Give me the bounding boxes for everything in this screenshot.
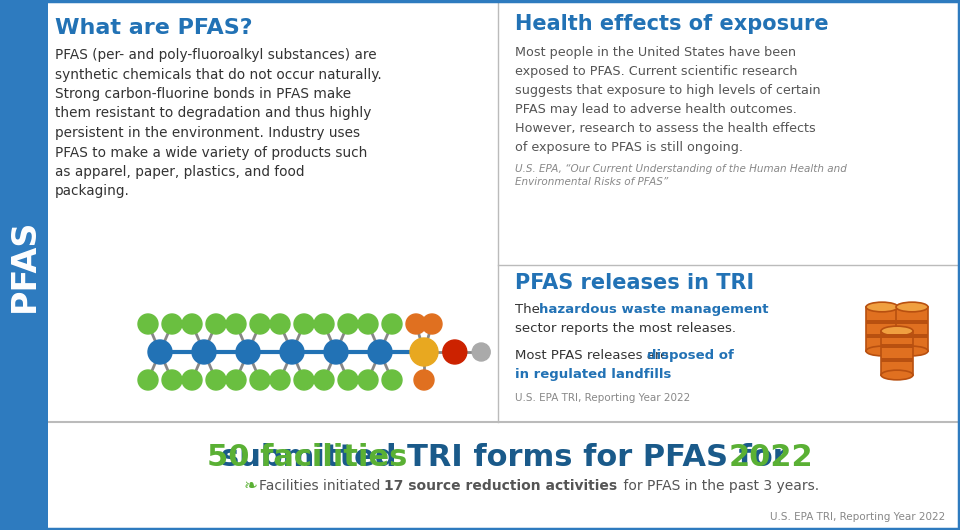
- Text: them resistant to degradation and thus highly: them resistant to degradation and thus h…: [55, 107, 372, 120]
- Circle shape: [338, 314, 358, 334]
- Circle shape: [294, 314, 314, 334]
- Circle shape: [414, 370, 434, 390]
- Circle shape: [182, 370, 202, 390]
- Circle shape: [358, 370, 378, 390]
- Circle shape: [270, 370, 290, 390]
- Circle shape: [422, 314, 442, 334]
- Bar: [896, 307, 928, 351]
- Circle shape: [138, 370, 158, 390]
- Circle shape: [294, 370, 314, 390]
- Text: packaging.: packaging.: [55, 184, 130, 199]
- Ellipse shape: [866, 346, 898, 356]
- Circle shape: [314, 370, 334, 390]
- Ellipse shape: [866, 302, 898, 312]
- Text: .: .: [637, 368, 641, 381]
- Bar: [881, 344, 913, 348]
- Text: for PFAS in the past 3 years.: for PFAS in the past 3 years.: [619, 479, 819, 493]
- Text: U.S. EPA, “Our Current Understanding of the Human Health and: U.S. EPA, “Our Current Understanding of …: [515, 164, 847, 174]
- Text: PFAS: PFAS: [8, 218, 40, 312]
- Text: in regulated landfills: in regulated landfills: [515, 368, 671, 381]
- Circle shape: [406, 314, 426, 334]
- Text: U.S. EPA TRI, Reporting Year 2022: U.S. EPA TRI, Reporting Year 2022: [515, 393, 690, 403]
- Text: Facilities initiated: Facilities initiated: [259, 479, 385, 493]
- Circle shape: [162, 370, 182, 390]
- Circle shape: [324, 340, 348, 364]
- Text: 17 source reduction activities: 17 source reduction activities: [384, 479, 617, 493]
- Bar: [866, 333, 898, 338]
- Bar: [881, 331, 913, 375]
- Circle shape: [250, 314, 270, 334]
- Bar: [896, 333, 928, 338]
- Text: Environmental Risks of PFAS”: Environmental Risks of PFAS”: [515, 177, 668, 187]
- Circle shape: [382, 370, 402, 390]
- Circle shape: [206, 314, 226, 334]
- Bar: [866, 307, 898, 351]
- Text: Health effects of exposure: Health effects of exposure: [515, 14, 828, 34]
- Text: PFAS releases in TRI: PFAS releases in TRI: [515, 273, 755, 293]
- Text: Most people in the United States have been: Most people in the United States have be…: [515, 46, 796, 59]
- Circle shape: [182, 314, 202, 334]
- Text: PFAS may lead to adverse health outcomes.: PFAS may lead to adverse health outcomes…: [515, 103, 797, 116]
- Text: disposed of: disposed of: [647, 349, 733, 362]
- Circle shape: [368, 340, 392, 364]
- Text: PFAS to make a wide variety of products such: PFAS to make a wide variety of products …: [55, 146, 368, 160]
- Circle shape: [410, 338, 438, 366]
- Circle shape: [280, 340, 304, 364]
- Text: However, research to assess the health effects: However, research to assess the health e…: [515, 122, 816, 135]
- Circle shape: [382, 314, 402, 334]
- Circle shape: [206, 370, 226, 390]
- Circle shape: [314, 314, 334, 334]
- Circle shape: [138, 314, 158, 334]
- Text: 50 facilities: 50 facilities: [207, 443, 407, 472]
- Text: sector reports the most releases.: sector reports the most releases.: [515, 322, 736, 335]
- Bar: [881, 358, 913, 361]
- Text: What are PFAS?: What are PFAS?: [55, 18, 252, 38]
- Text: exposed to PFAS. Current scientific research: exposed to PFAS. Current scientific rese…: [515, 65, 798, 78]
- Text: PFAS (per- and poly-fluoroalkyl substances) are: PFAS (per- and poly-fluoroalkyl substanc…: [55, 48, 376, 62]
- Ellipse shape: [896, 346, 928, 356]
- Circle shape: [472, 343, 491, 361]
- Text: persistent in the environment. Industry uses: persistent in the environment. Industry …: [55, 126, 360, 140]
- Circle shape: [443, 340, 467, 364]
- Bar: [896, 321, 928, 324]
- Circle shape: [338, 370, 358, 390]
- Text: Strong carbon-fluorine bonds in PFAS make: Strong carbon-fluorine bonds in PFAS mak…: [55, 87, 351, 101]
- Bar: [0, 0, 48, 530]
- Circle shape: [148, 340, 172, 364]
- Text: Most PFAS releases are: Most PFAS releases are: [515, 349, 673, 362]
- Text: ❧: ❧: [244, 477, 258, 495]
- Ellipse shape: [896, 302, 928, 312]
- Text: submitted TRI forms for PFAS for: submitted TRI forms for PFAS for: [221, 443, 787, 472]
- Circle shape: [162, 314, 182, 334]
- Circle shape: [236, 340, 260, 364]
- Circle shape: [358, 314, 378, 334]
- Ellipse shape: [881, 370, 913, 380]
- Text: The: The: [515, 303, 544, 316]
- Ellipse shape: [881, 326, 913, 336]
- Circle shape: [250, 370, 270, 390]
- Bar: [866, 321, 898, 324]
- Circle shape: [226, 314, 246, 334]
- Text: suggests that exposure to high levels of certain: suggests that exposure to high levels of…: [515, 84, 821, 97]
- Text: of exposure to PFAS is still ongoing.: of exposure to PFAS is still ongoing.: [515, 141, 743, 154]
- Text: U.S. EPA TRI, Reporting Year 2022: U.S. EPA TRI, Reporting Year 2022: [770, 512, 945, 522]
- Circle shape: [226, 370, 246, 390]
- Text: 2022: 2022: [729, 443, 814, 472]
- Circle shape: [192, 340, 216, 364]
- Text: synthetic chemicals that do not occur naturally.: synthetic chemicals that do not occur na…: [55, 67, 382, 82]
- Text: hazardous waste management: hazardous waste management: [539, 303, 769, 316]
- Text: as apparel, paper, plastics, and food: as apparel, paper, plastics, and food: [55, 165, 304, 179]
- Circle shape: [270, 314, 290, 334]
